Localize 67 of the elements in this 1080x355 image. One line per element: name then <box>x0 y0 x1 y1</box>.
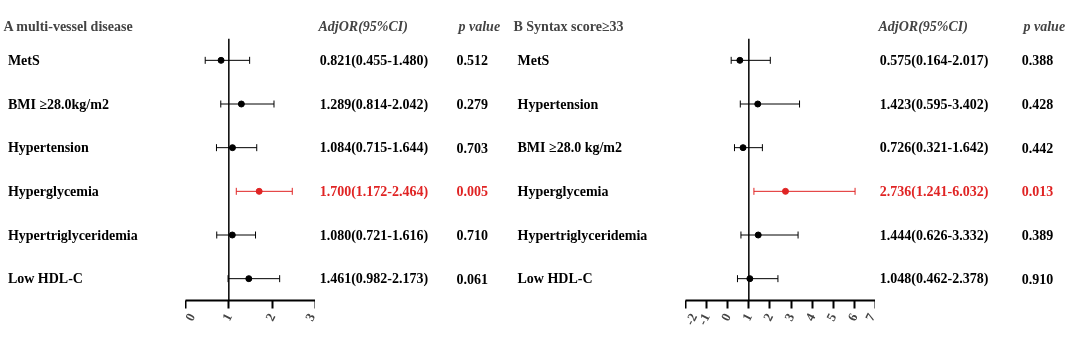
text: 0.388 <box>1021 53 1054 69</box>
y-tick-label: Hypertension <box>7 140 89 156</box>
data-label: 1.423(0.595-3.402) <box>879 96 989 113</box>
data-label: 1.461(0.982-2.173) <box>319 271 429 288</box>
x-tick-label: 7 <box>861 310 879 324</box>
text: 0.061 <box>456 271 489 287</box>
data-label: 1.289(0.814-2.042) <box>319 96 429 113</box>
x-tick-label: 0 <box>717 310 734 324</box>
text: 0.013 <box>1021 184 1054 200</box>
text: 0.389 <box>1021 228 1054 243</box>
x-tick-label: 5 <box>823 310 840 324</box>
point <box>245 275 253 283</box>
text: p value <box>1022 18 1066 34</box>
point <box>781 187 789 195</box>
x-tick-label: 6 <box>844 310 861 324</box>
y-tick-label: BMI ≥28.0 kg/m2 <box>517 140 623 156</box>
text: 0.428 <box>1021 97 1054 112</box>
y-tick-label: Low HDL-C <box>7 271 83 287</box>
text: 0.005 <box>456 184 489 200</box>
x-tick-label: -2 <box>681 310 701 328</box>
data-label: 0.575(0.164-2.017) <box>879 52 989 69</box>
y-tick-label: Hypertriglyceridemia <box>517 227 648 243</box>
y-tick-label: BMI ≥28.0kg/m2 <box>7 96 109 112</box>
x-tick-label: 3 <box>780 310 798 324</box>
data-label: 2.736(1.241-6.032) <box>879 183 989 200</box>
x-tick-label: 4 <box>802 310 819 324</box>
point <box>739 144 747 152</box>
point <box>228 144 236 152</box>
y-tick-label: Hypertriglyceridemia <box>7 227 138 243</box>
data-label: 1.048(0.462-2.378) <box>879 271 989 288</box>
y-tick-label: Hyperglycemia <box>7 183 99 199</box>
data-label: 0.726(0.321-1.642) <box>879 140 989 157</box>
x-tick-label: 1 <box>218 310 236 324</box>
y-tick-label: MetS <box>7 52 40 68</box>
data-label: 1.084(0.715-1.644) <box>319 140 429 157</box>
x-tick-label: 2 <box>759 310 777 324</box>
y-tick-label: Low HDL-C <box>517 271 593 287</box>
x-tick-label: 0 <box>181 310 199 324</box>
data-label: 1.444(0.626-3.332) <box>879 227 989 244</box>
point <box>228 231 236 239</box>
point <box>736 56 744 64</box>
text: AdjOR(95%CI) <box>877 18 968 35</box>
text: 0.910 <box>1021 271 1054 287</box>
point <box>754 231 762 239</box>
x-tick-label: 3 <box>301 310 319 324</box>
point <box>746 275 754 283</box>
x-tick-label: 1 <box>738 310 756 324</box>
point <box>754 100 762 108</box>
point <box>217 56 225 64</box>
y-tick-label: MetS <box>517 52 550 68</box>
text: AdjOR(95%CI) <box>317 18 408 35</box>
data-label: 1.080(0.721-1.616) <box>319 227 429 244</box>
text: A multi-vessel disease <box>3 18 133 34</box>
text: 0.442 <box>1021 140 1054 156</box>
data-label: 0.821(0.455-1.480) <box>319 52 429 69</box>
point <box>237 100 245 108</box>
x-tick-label: 2 <box>262 310 279 324</box>
data-label: 1.700(1.172-2.464) <box>319 183 429 200</box>
text: 0.703 <box>456 140 489 156</box>
point <box>255 187 263 195</box>
text: p value <box>457 18 501 34</box>
y-tick-label: Hyperglycemia <box>517 183 609 199</box>
text: 0.279 <box>456 97 489 112</box>
y-tick-label: Hypertension <box>517 96 599 112</box>
text: B Syntax score≥33 <box>513 18 624 34</box>
text: 0.512 <box>456 53 489 69</box>
text: 0.710 <box>456 228 489 243</box>
